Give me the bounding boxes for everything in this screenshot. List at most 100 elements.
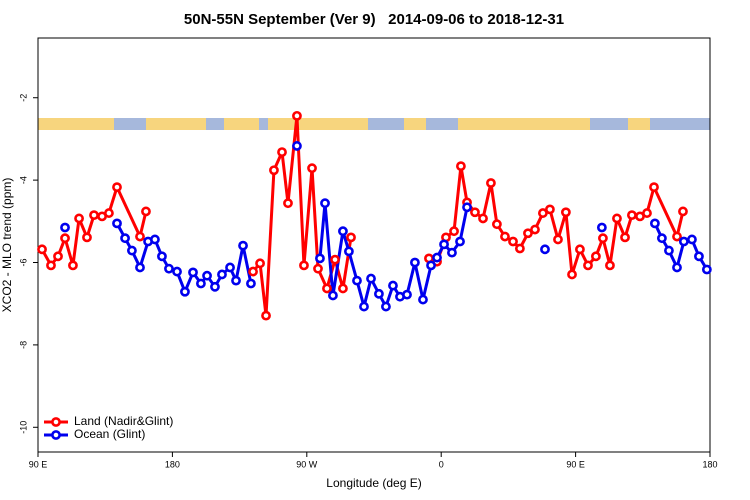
data-point <box>112 182 122 193</box>
y-axis-label: XCO2 - MLO trend (ppm) <box>0 178 14 313</box>
data-point <box>402 289 412 300</box>
data-point <box>344 246 354 257</box>
data-point <box>418 294 428 305</box>
data-point <box>328 290 338 301</box>
data-point <box>255 258 265 269</box>
x-tick-label: 0 <box>439 459 444 469</box>
data-point <box>292 110 302 121</box>
data-point <box>553 234 563 245</box>
x-tick-label: 180 <box>702 459 717 469</box>
data-point <box>567 269 577 280</box>
data-point <box>612 213 622 224</box>
data-point <box>492 219 502 230</box>
data-point <box>694 251 704 262</box>
data-point <box>537 208 548 218</box>
data-point <box>180 286 190 297</box>
data-point <box>523 228 533 239</box>
data-point <box>575 244 585 255</box>
data-point <box>626 210 637 221</box>
data-point <box>202 270 212 281</box>
data-point <box>672 231 682 242</box>
x-tick-label: 90 E <box>566 459 585 469</box>
data-point <box>320 198 330 209</box>
legend-label: Ocean (Glint) <box>74 427 145 441</box>
data-point <box>231 275 241 286</box>
data-point <box>283 198 293 209</box>
data-point <box>127 245 137 256</box>
data-point <box>657 233 667 244</box>
data-point <box>210 281 220 292</box>
data-point <box>642 208 652 218</box>
data-point <box>500 231 510 242</box>
data-point <box>478 213 488 224</box>
data-point <box>89 210 99 221</box>
data-point <box>374 288 384 299</box>
y-tick-label: -2 <box>18 94 28 102</box>
series-line <box>40 114 685 318</box>
data-point <box>598 233 608 244</box>
data-point <box>530 224 540 235</box>
data-point <box>330 254 340 265</box>
data-point <box>225 262 235 273</box>
data-point <box>338 283 348 294</box>
data-point <box>269 165 279 176</box>
y-tick-label: -8 <box>18 341 28 349</box>
data-point <box>439 239 449 250</box>
y-tick-label: -10 <box>18 421 28 434</box>
data-point <box>359 301 369 312</box>
data-point <box>447 247 457 258</box>
data-point <box>157 251 167 262</box>
data-point <box>238 240 248 251</box>
data-point <box>74 213 84 224</box>
data-point <box>120 233 130 244</box>
data-point <box>292 141 302 151</box>
data-point <box>687 234 697 245</box>
data-point <box>112 218 122 229</box>
data-point <box>701 264 712 275</box>
data-point <box>605 260 615 271</box>
data-point <box>352 275 362 286</box>
x-tick-label: 90 W <box>296 459 318 469</box>
plot-frame <box>37 37 711 453</box>
data-point <box>307 163 317 174</box>
legend-marker <box>51 417 61 427</box>
data-point <box>410 257 420 268</box>
data-point <box>560 207 571 218</box>
x-tick-label: 90 E <box>29 459 48 469</box>
data-point <box>462 202 472 213</box>
data-point <box>164 263 174 274</box>
data-point <box>432 252 442 263</box>
data-point <box>583 260 593 271</box>
data-point <box>172 266 182 277</box>
data-point <box>470 207 480 218</box>
chart-title: 50N-55N September (Ver 9) 2014-09-06 to … <box>184 11 564 28</box>
data-point <box>649 182 659 193</box>
data-point <box>449 226 459 237</box>
data-point <box>346 232 356 243</box>
data-point <box>322 283 332 294</box>
data-point <box>46 260 56 271</box>
y-tick-label: -4 <box>18 176 28 184</box>
data-point <box>596 222 607 233</box>
data-point <box>455 236 465 247</box>
data-point <box>135 231 145 242</box>
data-point <box>620 232 630 243</box>
data-point <box>678 236 689 247</box>
data-point <box>678 206 688 217</box>
data-point <box>366 273 376 284</box>
data-point <box>68 260 78 271</box>
data-point <box>104 208 114 218</box>
data-point <box>672 262 682 273</box>
data-point <box>426 260 436 271</box>
surface-band <box>38 118 710 130</box>
data-point <box>261 310 271 321</box>
data-point <box>248 266 258 277</box>
y-tick-label: -6 <box>18 258 28 266</box>
data-point <box>150 234 160 245</box>
data-point <box>299 260 309 271</box>
data-point <box>664 245 674 256</box>
legend-marker <box>51 430 61 440</box>
data-point <box>591 251 601 262</box>
